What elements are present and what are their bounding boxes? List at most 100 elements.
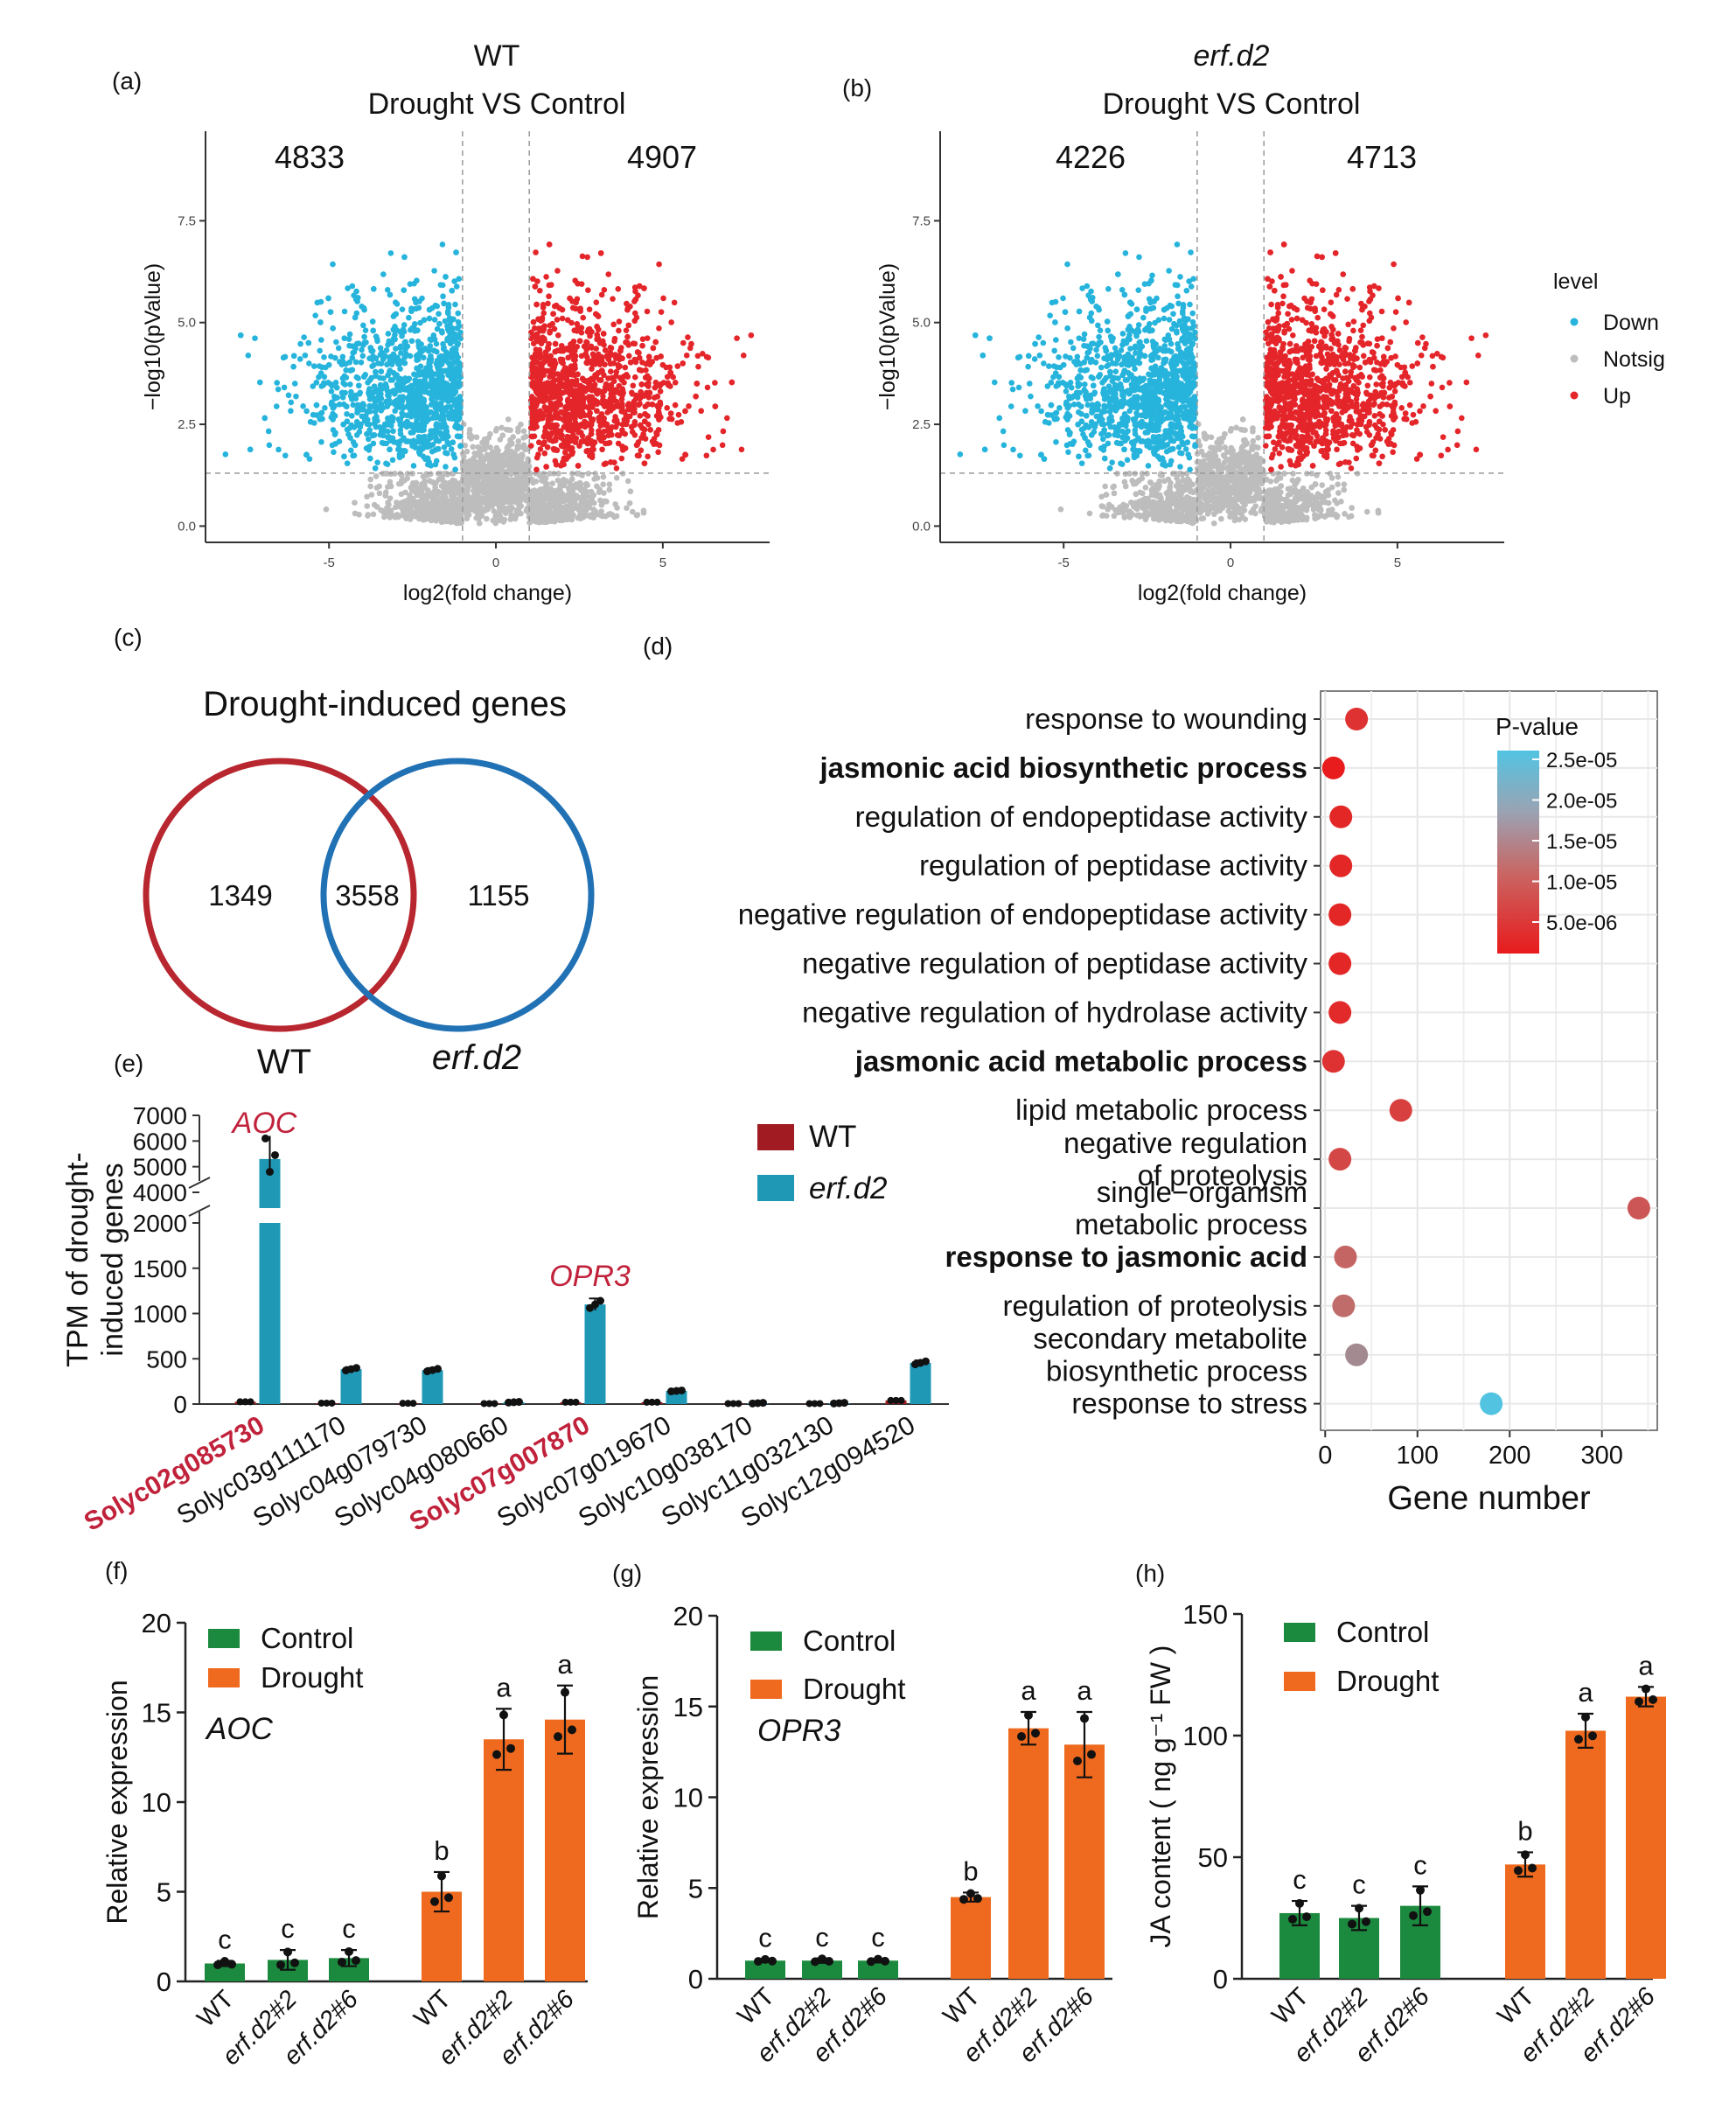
point-down xyxy=(436,311,442,318)
point-down xyxy=(373,355,380,361)
point-down xyxy=(440,381,446,387)
point-notsig xyxy=(577,494,583,501)
point-notsig xyxy=(526,513,533,520)
point-down xyxy=(327,309,334,315)
point-up xyxy=(541,354,548,360)
point-up xyxy=(540,310,547,317)
point-down xyxy=(447,410,454,417)
point-down xyxy=(261,415,268,422)
point-up xyxy=(660,295,666,302)
point-up xyxy=(631,374,638,381)
point-down xyxy=(359,353,366,360)
point-down xyxy=(373,423,380,430)
point-down xyxy=(275,446,282,453)
point-down xyxy=(354,402,361,409)
point-down xyxy=(351,424,358,430)
point-up xyxy=(564,317,571,324)
point-up xyxy=(615,286,622,292)
point-notsig xyxy=(485,452,492,458)
point-down xyxy=(411,371,417,378)
point-notsig xyxy=(584,482,591,488)
point-down xyxy=(452,301,458,308)
point-down xyxy=(387,250,394,256)
point-notsig xyxy=(456,513,463,519)
point-up xyxy=(646,390,653,396)
point-up xyxy=(601,287,608,293)
point-down xyxy=(401,322,408,328)
point-up xyxy=(631,422,638,428)
point-down xyxy=(361,339,368,346)
point-up xyxy=(619,355,625,361)
point-notsig xyxy=(458,499,464,506)
point-notsig xyxy=(429,508,436,514)
point-notsig xyxy=(473,514,480,521)
point-notsig xyxy=(449,471,456,477)
point-down xyxy=(322,404,328,411)
point-up xyxy=(678,418,685,425)
point-down xyxy=(339,394,346,401)
point-notsig xyxy=(518,503,525,509)
point-up xyxy=(583,448,590,455)
point-up xyxy=(574,327,580,334)
point-down xyxy=(452,346,459,353)
point-notsig xyxy=(452,516,459,523)
point-down xyxy=(450,351,456,358)
point-down xyxy=(445,310,451,317)
point-down xyxy=(451,369,458,375)
point-up xyxy=(605,271,612,277)
point-down xyxy=(306,456,313,462)
point-notsig xyxy=(575,503,582,509)
point-down xyxy=(399,332,405,339)
point-notsig xyxy=(499,432,506,438)
down-count-label: 4833 xyxy=(275,139,345,175)
point-up xyxy=(672,402,679,409)
point-up xyxy=(547,432,554,439)
point-notsig xyxy=(533,493,540,500)
point-down xyxy=(410,463,417,469)
point-down xyxy=(373,373,379,379)
point-down xyxy=(421,439,428,446)
point-up xyxy=(608,368,614,374)
point-notsig xyxy=(387,483,394,490)
point-notsig xyxy=(432,489,439,495)
point-down xyxy=(374,417,380,424)
point-notsig xyxy=(601,490,607,496)
point-up xyxy=(551,325,558,332)
point-notsig xyxy=(476,452,482,458)
point-down xyxy=(359,304,365,310)
point-up xyxy=(647,427,654,433)
point-down xyxy=(432,302,439,309)
point-down xyxy=(408,430,415,436)
point-down xyxy=(421,317,428,324)
point-notsig xyxy=(367,483,373,490)
point-down xyxy=(347,447,354,454)
point-up xyxy=(632,296,639,303)
point-down xyxy=(443,354,450,360)
point-up xyxy=(637,401,643,407)
point-down xyxy=(364,409,371,416)
point-down xyxy=(422,403,429,410)
point-down xyxy=(452,466,458,473)
point-notsig xyxy=(626,500,633,507)
point-up xyxy=(637,395,644,402)
point-down xyxy=(413,382,420,388)
point-down xyxy=(418,424,425,431)
point-up xyxy=(616,318,623,325)
point-notsig xyxy=(570,493,576,500)
point-up xyxy=(597,388,604,395)
point-down xyxy=(353,288,359,295)
point-down xyxy=(441,346,447,353)
point-up xyxy=(719,442,726,449)
point-down xyxy=(266,442,273,449)
point-notsig xyxy=(500,495,507,502)
point-down xyxy=(451,278,457,284)
point-down xyxy=(322,364,329,371)
point-down xyxy=(361,417,368,424)
point-notsig xyxy=(523,507,530,514)
point-up xyxy=(554,447,561,453)
point-down xyxy=(348,395,355,402)
point-up xyxy=(543,464,549,470)
point-down xyxy=(439,282,446,289)
point-down xyxy=(411,396,417,402)
point-up xyxy=(533,301,540,308)
